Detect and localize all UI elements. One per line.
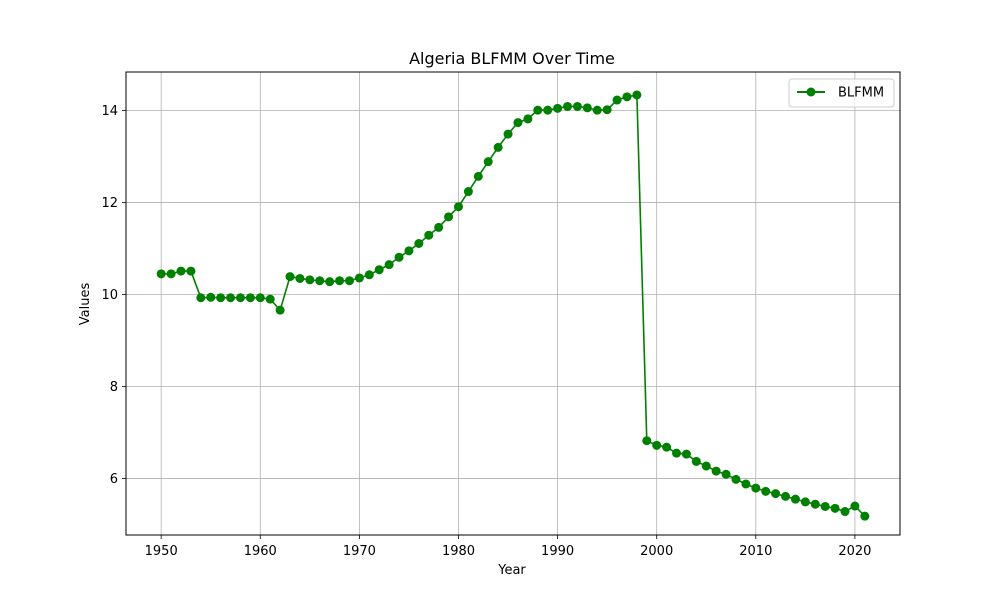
x-tick-label: 1970 — [343, 544, 376, 559]
x-tick-label: 2000 — [640, 544, 673, 559]
data-point — [721, 469, 731, 479]
data-point — [513, 118, 523, 128]
series-group — [156, 90, 870, 521]
data-point — [681, 449, 691, 459]
data-point — [731, 474, 741, 484]
y-tick-label: 8 — [110, 380, 118, 395]
data-point — [840, 507, 850, 517]
data-point — [602, 105, 612, 115]
data-point — [166, 269, 176, 279]
legend-marker-swatch — [806, 87, 816, 97]
data-point — [523, 114, 533, 124]
legend-box — [788, 78, 895, 108]
data-point — [453, 202, 463, 212]
plot-frame — [125, 71, 901, 536]
data-point — [572, 101, 582, 111]
data-point — [543, 105, 553, 115]
data-point — [384, 260, 394, 270]
data-point — [652, 440, 662, 450]
data-point — [662, 442, 672, 452]
data-point — [503, 129, 513, 139]
data-point — [305, 275, 315, 285]
x-tick-label: 1960 — [244, 544, 277, 559]
data-point — [444, 212, 454, 222]
data-point — [176, 266, 186, 276]
x-tick-label: 2020 — [838, 544, 871, 559]
y-axis: 6 8 10 12 14 — [101, 104, 126, 487]
data-point — [424, 230, 434, 240]
data-point — [216, 293, 226, 303]
x-tick-label: 2010 — [739, 544, 772, 559]
data-point — [850, 501, 860, 511]
legend: BLFMM — [788, 78, 895, 108]
data-point — [156, 269, 166, 279]
data-point — [255, 293, 265, 303]
data-point — [701, 461, 711, 471]
data-point — [672, 448, 682, 458]
data-point — [483, 157, 493, 167]
data-point — [325, 277, 335, 287]
y-tick-label: 12 — [101, 196, 118, 211]
x-axis: 1950 1960 1970 1980 1990 2000 2010 2020 — [145, 535, 871, 559]
data-point — [364, 270, 374, 280]
x-tick-label: 1980 — [442, 544, 475, 559]
data-point — [473, 171, 483, 181]
data-point — [632, 90, 642, 100]
data-point — [414, 239, 424, 248]
x-tick-label: 1950 — [145, 544, 178, 559]
data-point — [335, 276, 345, 286]
data-point — [354, 273, 364, 283]
y-tick-label: 6 — [110, 472, 118, 487]
data-point — [582, 103, 592, 113]
data-point — [404, 246, 414, 256]
x-axis-label: Year — [497, 563, 526, 578]
data-point — [285, 272, 295, 282]
data-point — [781, 491, 791, 501]
data-point — [226, 293, 236, 303]
data-point — [622, 92, 632, 102]
data-point — [612, 95, 622, 105]
data-point — [315, 276, 325, 286]
data-point — [820, 501, 830, 511]
data-point — [235, 293, 245, 303]
x-tick-label: 1990 — [541, 544, 574, 559]
data-point — [374, 265, 384, 275]
y-axis-label: Values — [78, 283, 93, 326]
data-point — [553, 103, 563, 113]
data-point — [771, 489, 781, 499]
data-point — [206, 292, 216, 302]
data-point — [295, 273, 305, 283]
data-point — [434, 222, 444, 232]
data-point — [563, 101, 573, 111]
data-point — [196, 293, 206, 303]
data-point — [800, 497, 810, 507]
series-line — [161, 94, 866, 517]
data-point — [830, 503, 840, 513]
data-point — [493, 142, 503, 152]
legend-label: BLFMM — [838, 86, 884, 101]
data-point — [245, 293, 255, 303]
chart-title: Algeria BLFMM Over Time — [409, 49, 615, 68]
y-tick-label: 14 — [101, 104, 118, 119]
data-point — [810, 499, 820, 509]
data-point — [265, 294, 275, 304]
data-point — [790, 494, 800, 504]
grid-lines — [126, 72, 900, 535]
data-point — [592, 105, 602, 115]
data-point — [533, 105, 543, 115]
data-point — [751, 483, 761, 493]
data-point — [860, 511, 870, 521]
data-point — [642, 436, 652, 446]
data-point — [761, 486, 771, 496]
data-point — [463, 187, 473, 197]
data-point — [691, 456, 701, 466]
data-point — [741, 479, 751, 489]
data-point — [344, 276, 354, 286]
y-tick-label: 10 — [101, 288, 118, 303]
data-point — [275, 305, 285, 315]
data-point — [186, 266, 196, 276]
data-point — [711, 466, 721, 476]
data-point — [394, 252, 404, 262]
